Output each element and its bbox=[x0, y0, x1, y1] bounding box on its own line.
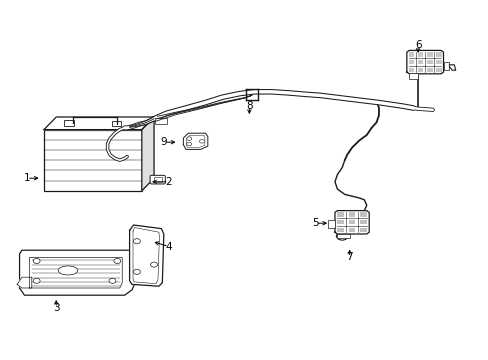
Polygon shape bbox=[44, 117, 154, 130]
Bar bbox=[426, 60, 431, 64]
Bar bbox=[337, 212, 343, 217]
Ellipse shape bbox=[58, 266, 78, 275]
Circle shape bbox=[133, 269, 140, 274]
Circle shape bbox=[33, 278, 40, 283]
Bar bbox=[435, 60, 441, 64]
Text: 8: 8 bbox=[245, 101, 252, 111]
Polygon shape bbox=[406, 50, 443, 74]
Bar bbox=[360, 228, 366, 232]
Polygon shape bbox=[20, 250, 134, 295]
Circle shape bbox=[109, 278, 116, 283]
Circle shape bbox=[150, 262, 157, 267]
Text: 1: 1 bbox=[23, 173, 30, 183]
Bar bbox=[408, 68, 413, 72]
Bar bbox=[112, 121, 121, 126]
Bar bbox=[337, 234, 349, 238]
Circle shape bbox=[114, 258, 121, 264]
Bar bbox=[348, 220, 355, 225]
Bar bbox=[426, 68, 431, 72]
Bar bbox=[360, 212, 366, 217]
Circle shape bbox=[186, 137, 191, 140]
Polygon shape bbox=[183, 133, 207, 149]
Bar bbox=[360, 220, 366, 225]
Text: 6: 6 bbox=[414, 40, 421, 50]
Circle shape bbox=[336, 231, 347, 240]
FancyBboxPatch shape bbox=[150, 175, 165, 184]
Text: 7: 7 bbox=[346, 252, 352, 262]
Bar bbox=[408, 73, 417, 79]
Polygon shape bbox=[334, 211, 368, 234]
Bar bbox=[435, 52, 441, 57]
Bar bbox=[408, 60, 413, 64]
Bar bbox=[337, 220, 343, 225]
Text: 5: 5 bbox=[311, 218, 318, 228]
Bar bbox=[327, 220, 335, 228]
Bar bbox=[44, 130, 142, 191]
Bar bbox=[337, 228, 343, 232]
Bar bbox=[426, 52, 431, 57]
Bar bbox=[417, 60, 423, 64]
Circle shape bbox=[199, 139, 204, 143]
Polygon shape bbox=[17, 277, 32, 288]
Bar bbox=[348, 228, 355, 232]
Bar bbox=[435, 68, 441, 72]
Bar bbox=[348, 212, 355, 217]
Bar bbox=[417, 68, 423, 72]
Text: 2: 2 bbox=[165, 177, 172, 187]
Polygon shape bbox=[129, 225, 163, 286]
Bar bbox=[155, 118, 167, 124]
Circle shape bbox=[133, 239, 140, 244]
Circle shape bbox=[33, 258, 40, 264]
Polygon shape bbox=[29, 257, 122, 288]
Bar bbox=[153, 177, 162, 182]
Text: 3: 3 bbox=[53, 303, 60, 313]
Bar bbox=[443, 62, 448, 70]
Polygon shape bbox=[142, 117, 154, 191]
Text: 4: 4 bbox=[165, 242, 172, 252]
Bar bbox=[417, 52, 423, 57]
Bar bbox=[63, 120, 74, 126]
Polygon shape bbox=[133, 228, 159, 284]
Bar bbox=[408, 52, 413, 57]
Text: 9: 9 bbox=[160, 137, 167, 147]
Circle shape bbox=[186, 142, 191, 146]
